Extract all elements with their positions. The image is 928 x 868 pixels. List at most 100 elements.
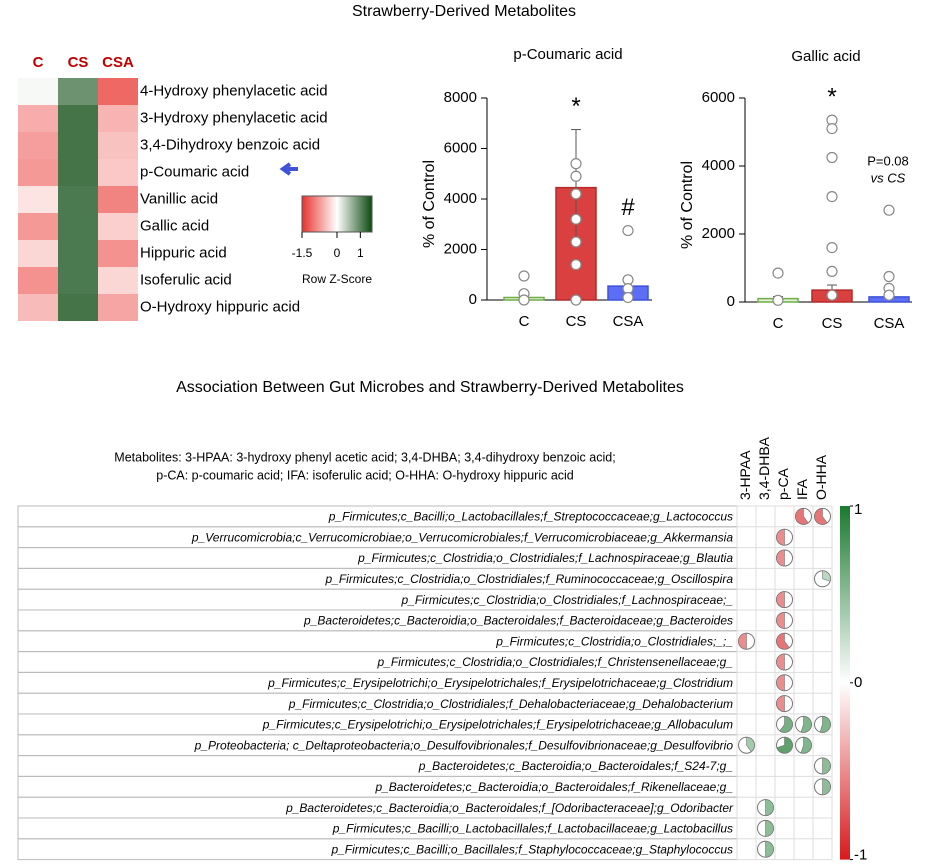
data-point <box>883 270 895 283</box>
correlation-pie <box>776 653 785 671</box>
row-label: O-Hydroxy hippuric acid <box>140 298 300 315</box>
row-label: 4-Hydroxy phenylacetic acid <box>140 82 328 99</box>
y-tick-label: 0 <box>727 293 735 310</box>
y-tick-label: 2000 <box>702 225 735 242</box>
heat-cell <box>98 132 138 159</box>
data-point <box>518 294 530 306</box>
row-label: p_Firmicutes;c_Clostridia;o_Clostridiale… <box>324 572 733 586</box>
row-label: p_Firmicutes;c_Bacilli;o_Lactobacillales… <box>332 822 733 836</box>
y-axis-label: % of Control <box>421 160 438 248</box>
correlation-pie <box>738 632 747 650</box>
x-tick-label: C <box>773 315 784 332</box>
data-point <box>518 270 530 282</box>
data-point <box>622 291 634 304</box>
colorbar-tick-label: 1 <box>854 501 862 518</box>
heat-cell <box>98 267 138 294</box>
row-label: p_Bacteroidetes;c_Bacteroidia;o_Bacteroi… <box>418 759 733 773</box>
heat-cell <box>98 213 138 240</box>
legend-note: p-CA: p-coumaric acid; IFA: isoferulic a… <box>156 468 574 482</box>
heat-cell <box>58 267 98 294</box>
y-tick-label: 4000 <box>702 157 735 174</box>
row-label: Gallic acid <box>140 217 209 234</box>
correlation-pie <box>765 799 774 816</box>
correlation-pie <box>776 528 785 546</box>
chart-title: Gallic acid <box>791 48 860 65</box>
legend-note: Metabolites: 3-HPAA: 3-hydroxy phenyl ac… <box>114 450 615 464</box>
correlation-pie <box>776 549 785 567</box>
x-tick-label: CS <box>566 313 587 330</box>
data-point <box>826 123 838 135</box>
data-point <box>570 294 582 306</box>
correlation-pie <box>746 736 755 753</box>
column-label: IFA <box>794 478 810 500</box>
correlation-pie <box>822 757 831 775</box>
heat-cell <box>58 159 98 186</box>
colorbar-label: Row Z-Score <box>302 272 372 286</box>
y-tick-label: 6000 <box>702 89 735 106</box>
row-label: p_Firmicutes;c_Clostridia;o_Clostridiale… <box>357 551 733 565</box>
heat-cell <box>58 240 98 267</box>
correlation-pie <box>779 716 793 733</box>
row-label: p_Bacteroidetes;c_Bacteroidia;o_Bacteroi… <box>285 801 734 815</box>
section-title: Association Between Gut Microbes and Str… <box>176 379 684 396</box>
note: P=0.08 <box>867 153 909 168</box>
heat-cell <box>98 186 138 213</box>
column-label: p-CA <box>775 467 791 500</box>
error-bar <box>571 129 581 246</box>
y-tick-label: 2000 <box>444 240 477 257</box>
row-label: p_Firmicutes;c_Clostridia;o_Clostridiale… <box>401 593 734 607</box>
y-tick-label: 6000 <box>444 139 477 156</box>
heat-cell <box>98 159 138 186</box>
heat-cell <box>98 78 138 105</box>
correlation-pie <box>814 508 828 525</box>
correlation-pie <box>765 820 774 837</box>
data-point <box>826 242 838 254</box>
data-point <box>826 151 838 164</box>
correlation-pie <box>776 674 785 692</box>
figure-title: Strawberry-Derived Metabolites <box>352 3 576 20</box>
correlation-pie <box>776 632 790 650</box>
row-label: p-Coumaric acid <box>140 163 249 180</box>
row-label: p_Verrucomicrobia;c_Verrucomicrobiae;o_V… <box>191 530 733 544</box>
data-point <box>570 188 582 200</box>
row-label: p_Firmicutes;c_Erysipelotrichi;o_Erysipe… <box>267 676 733 690</box>
row-label: Hippuric acid <box>140 244 227 261</box>
correlation-pie <box>776 591 785 608</box>
x-tick-label: CSA <box>613 313 644 330</box>
row-label: 3-Hydroxy phenylacetic acid <box>140 109 328 126</box>
chart-title: p-Coumaric acid <box>513 46 622 63</box>
heat-cell <box>58 294 98 321</box>
data-point <box>772 267 784 279</box>
row-label: p_Bacteroidetes;c_Bacteroidia;o_Bacteroi… <box>303 614 733 628</box>
row-label: p_Firmicutes;c_Bacilli;o_Lactobacillales… <box>328 510 733 524</box>
data-point <box>883 204 895 216</box>
annotation: # <box>621 194 635 221</box>
row-label: p_Firmicutes;c_Clostridia;o_Clostridiale… <box>288 697 733 711</box>
column-label: CSA <box>102 54 134 71</box>
correlation-pie <box>776 695 785 712</box>
heat-cell <box>18 186 58 213</box>
y-tick-label: 0 <box>469 291 477 308</box>
heat-cell <box>98 294 138 321</box>
heat-cell <box>18 294 58 321</box>
y-tick-label: 8000 <box>444 89 477 106</box>
row-label: Vanillic acid <box>140 190 218 207</box>
column-label: 3,4-DHBA <box>756 436 772 500</box>
column-label: O-HHA <box>813 454 829 500</box>
heat-cell <box>98 105 138 132</box>
correlation-pie <box>776 612 785 629</box>
heat-cell <box>58 78 98 105</box>
column-label: 3-HPAA <box>737 450 753 500</box>
heat-cell <box>18 105 58 132</box>
heat-cell <box>58 186 98 213</box>
row-label: p_Bacteroidetes;c_Bacteroidia;o_Bacteroi… <box>374 780 733 794</box>
y-axis-label: % of Control <box>679 161 696 249</box>
data-point <box>772 294 784 306</box>
data-point <box>570 236 582 248</box>
heat-cell <box>18 132 58 159</box>
row-label: p_Firmicutes;c_Clostridia;o_Clostridiale… <box>495 634 733 648</box>
correlation-pie <box>776 736 793 754</box>
heat-cell <box>18 267 58 294</box>
correlation-pie <box>822 778 831 796</box>
